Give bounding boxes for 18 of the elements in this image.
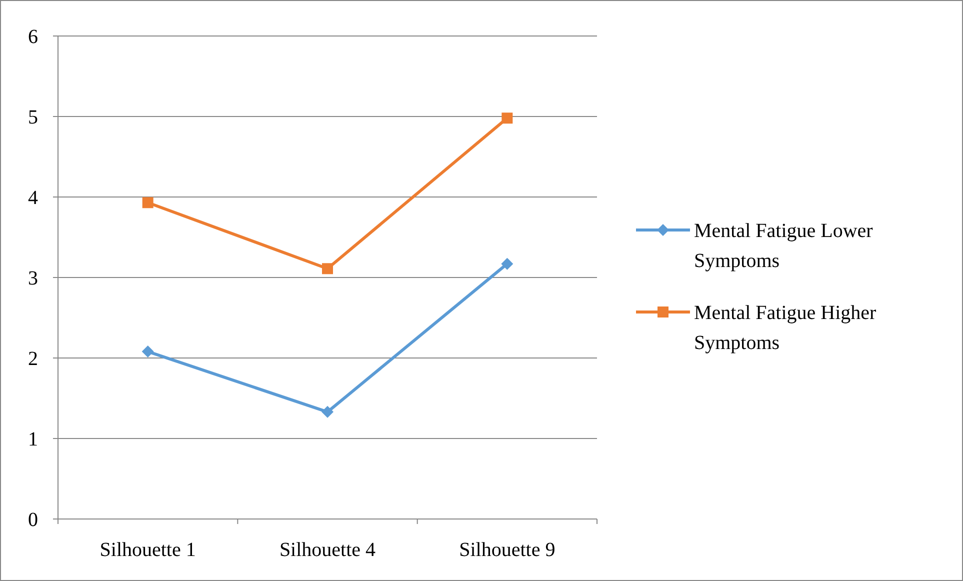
legend-label: Mental Fatigue Lower Symptoms — [694, 220, 874, 272]
y-tick-label: 5 — [28, 106, 38, 128]
point — [142, 346, 154, 358]
y-tick-label: 4 — [28, 187, 38, 209]
point — [322, 263, 333, 274]
y-tick-label: 2 — [28, 348, 38, 370]
point — [322, 406, 334, 418]
point — [501, 258, 514, 270]
x-tick-label: Silhouette 9 — [459, 539, 556, 561]
x-tick-label: Silhouette 4 — [279, 539, 376, 561]
y-tick-label: 6 — [28, 26, 38, 48]
y-tick-label: 1 — [28, 428, 38, 450]
point — [142, 197, 154, 208]
x-tick-label: Silhouette 1 — [100, 539, 196, 561]
point — [502, 112, 513, 124]
y-tick-label: 3 — [28, 268, 38, 290]
legend-label: Mental Fatigue Higher Symptoms — [694, 302, 877, 354]
y-tick-label: 0 — [28, 509, 38, 531]
